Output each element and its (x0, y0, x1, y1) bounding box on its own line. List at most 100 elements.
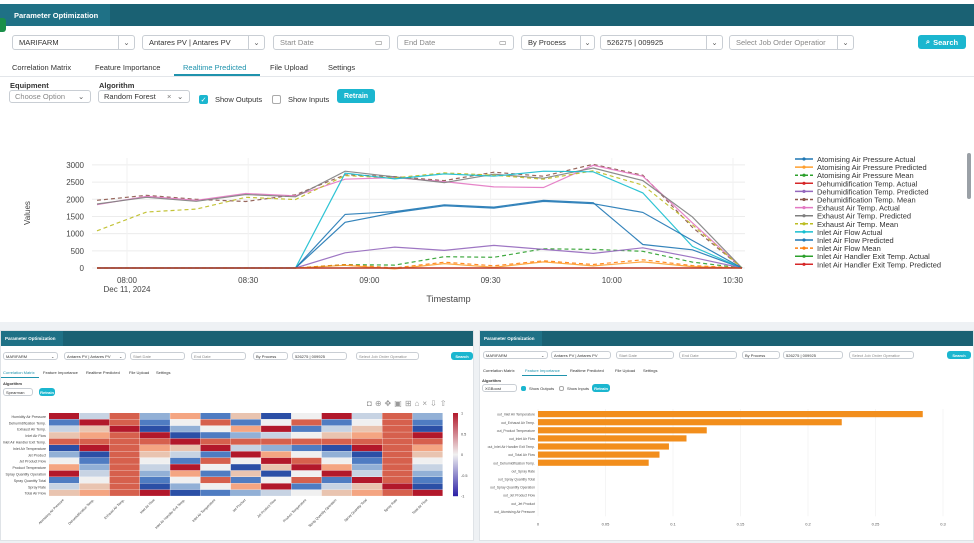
heatmap-toolbar[interactable]: ◘⊕✥▣⊞⌂×⇩⇧ (367, 399, 449, 408)
left-retrain-button[interactable]: Retrain (39, 388, 55, 396)
left-tab-correlation-matrix[interactable]: Correlation Matrix (3, 370, 35, 375)
left-mode-select[interactable]: By Process (253, 352, 288, 360)
heatmap-cell (170, 457, 201, 464)
left-header-bar: Parameter Optimization (1, 331, 473, 346)
heatmap-col-label: Inlet Air Handler Exit Temp. (154, 498, 186, 530)
retrain-button[interactable]: Retrain (337, 89, 375, 103)
right-tab-realtime-predicted[interactable]: Realtime Predicted (570, 368, 604, 373)
heatmap-cell (382, 419, 413, 426)
heatmap-cell (200, 457, 231, 464)
equipment-select[interactable]: Choose Option ⌄ (9, 90, 91, 103)
camera-icon[interactable]: ◘ (367, 399, 375, 408)
clear-icon[interactable]: × (167, 92, 172, 101)
left-search-button[interactable]: Search (451, 352, 473, 360)
heatmap-row-label: Dehumidification Temp. (9, 421, 46, 425)
operator-select[interactable]: Select Job Order Operatior ⌄ (729, 35, 854, 50)
heatmap-cell (412, 445, 443, 452)
tab-settings[interactable]: Settings (328, 63, 356, 72)
order-select[interactable]: 526275 | 009925 ⌄ (600, 35, 723, 50)
right-site-select[interactable]: MARIFARM ⌄ (483, 351, 548, 359)
legend-label: Dehumidification Temp. Actual (817, 179, 918, 188)
legend-label: Exhaust Air Temp. Predicted (817, 212, 911, 221)
right-end-date-input[interactable]: End Date (679, 351, 737, 359)
right-mode-select[interactable]: By Process (742, 351, 780, 359)
left-algorithm-select[interactable]: Spearman (3, 388, 33, 396)
left-line-select[interactable]: Antares PV | Antares PV ⌄ (64, 352, 126, 360)
heatmap-col-label: Product Temperature (282, 498, 307, 523)
heatmap-row-label: Humidity Air Pressure (11, 415, 46, 419)
right-order-select[interactable]: 526275 | 009925 (783, 351, 843, 359)
right-tab-settings[interactable]: Settings (643, 368, 658, 373)
reset-icon[interactable]: ⌂ (414, 399, 423, 408)
zoom-box-icon[interactable]: ▣ (394, 399, 405, 408)
tab-bar-divider (0, 76, 974, 77)
end-date-input[interactable]: End Date ▭ (397, 35, 514, 50)
right-tab-correlation-matrix[interactable]: Correlation Matrix (483, 368, 515, 373)
heatmap-cell (412, 457, 443, 464)
heatmap-cell (291, 413, 322, 420)
chart-scrollbar[interactable] (967, 153, 971, 199)
left-tab-settings[interactable]: Settings (156, 370, 171, 375)
tab-file-upload[interactable]: File Upload (270, 63, 308, 72)
right-show-outputs-checkbox[interactable] (521, 386, 526, 391)
heatmap-cell (49, 483, 79, 490)
left-tab-file-upload[interactable]: File Upload (129, 370, 150, 375)
heatmap-cell (200, 438, 231, 445)
heatmap-cell (382, 470, 413, 477)
right-search-button[interactable]: Search (947, 351, 971, 359)
feature-label: out_Jet Product Flow (503, 494, 535, 498)
heatmap-cell (79, 425, 110, 432)
close-icon[interactable]: × (422, 399, 431, 408)
show-outputs-checkbox[interactable]: ✓ (199, 95, 208, 104)
download-icon[interactable]: ⇩ (430, 399, 440, 408)
series-line (97, 170, 743, 269)
tab-realtime-predicted[interactable]: Realtime Predicted (183, 63, 247, 72)
right-line-select[interactable]: Antares PV | Antares PV (551, 351, 611, 359)
upload-icon[interactable]: ⇧ (439, 399, 450, 408)
heatmap-cell (261, 432, 292, 439)
heatmap-cell (139, 451, 170, 458)
left-order-select[interactable]: 526275 | 009925 (292, 352, 347, 360)
heatmap-cell (261, 438, 292, 445)
heatmap-cell (412, 477, 443, 484)
legend-marker (802, 222, 806, 226)
heatmap-cell (230, 464, 261, 471)
zoom-icon[interactable]: ⊕ (374, 399, 385, 408)
heatmap-cell (261, 445, 292, 452)
site-select[interactable]: MARIFARM ⌄ (12, 35, 135, 50)
left-operator-select[interactable]: Select Job Order Operatior (356, 352, 419, 360)
heatmap-cell (321, 425, 352, 432)
right-retrain-button[interactable]: Retrain (592, 384, 610, 392)
show-inputs-checkbox[interactable] (272, 95, 281, 104)
line-select[interactable]: Antares PV | Antares PV ⌄ (142, 35, 265, 50)
autoscale-icon[interactable]: ⊞ (404, 399, 415, 408)
heatmap-cell (170, 489, 201, 496)
x-tick-sublabel: Dec 11, 2024 (104, 285, 152, 294)
x-tick-label: 0.05 (602, 521, 611, 526)
colorscale-tick: 1 (461, 412, 463, 416)
heatmap-cell (230, 483, 261, 490)
right-algorithm-select[interactable]: XGBoost (482, 384, 517, 392)
right-tab-file-upload[interactable]: File Upload (615, 368, 636, 373)
heatmap-cell (109, 483, 140, 490)
left-start-date-input[interactable]: Start Date (130, 352, 185, 360)
tab-correlation-matrix[interactable]: Correlation Matrix (12, 63, 72, 72)
mode-select[interactable]: By Process ⌄ (521, 35, 595, 50)
start-date-input[interactable]: Start Date ▭ (273, 35, 390, 50)
left-end-date-input[interactable]: End Date (191, 352, 246, 360)
left-site-select[interactable]: MARIFARM ⌄ (3, 352, 58, 360)
left-tab-feature-importance[interactable]: Feature Importance (43, 370, 78, 375)
left-tab-realtime-predicted[interactable]: Realtime Predicted (86, 370, 120, 375)
right-start-date-input[interactable]: Start Date (616, 351, 674, 359)
heatmap-cell (321, 457, 352, 464)
heatmap-cell (412, 483, 443, 490)
search-button[interactable]: ⌕ Search (918, 35, 966, 49)
right-show-inputs-checkbox[interactable] (559, 386, 564, 391)
pan-icon[interactable]: ✥ (384, 399, 395, 408)
right-operator-select[interactable]: Select Job Order Operatior (849, 351, 914, 359)
tab-feature-importance[interactable]: Feature Importance (95, 63, 161, 72)
heatmap-cell (352, 483, 382, 490)
algorithm-select[interactable]: Random Forest × ⌄ (98, 90, 190, 103)
right-tab-feature-importance[interactable]: Feature Importance (525, 368, 560, 373)
legend-marker (802, 214, 806, 218)
